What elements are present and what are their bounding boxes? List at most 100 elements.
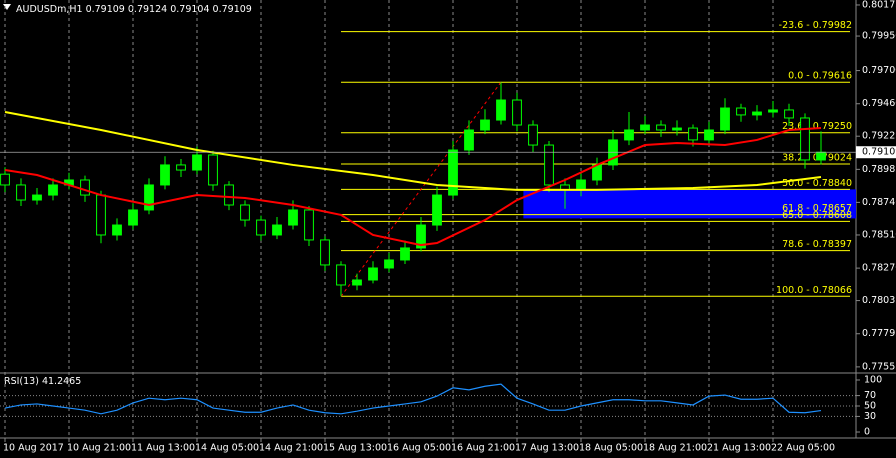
fib-label: 65.0 - 0.78608 <box>782 210 852 221</box>
candle-body <box>768 109 778 113</box>
candle-body <box>384 259 394 269</box>
candle-body <box>656 124 666 131</box>
x-tick-label: 22 Aug 05:00 <box>771 443 835 454</box>
fib-label: 78.6 - 0.78397 <box>782 239 852 250</box>
fib-trendline <box>340 81 502 297</box>
candle-body <box>704 129 714 141</box>
candle-body <box>128 209 138 226</box>
fib-label: 100.0 - 0.78066 <box>776 285 852 296</box>
candle-body <box>112 224 122 236</box>
candle-body <box>304 209 314 241</box>
x-tick-label: 17 Aug 13:00 <box>515 443 579 454</box>
y-tick-label: 100 <box>864 374 882 385</box>
x-tick-label: 21 Aug 13:00 <box>707 443 771 454</box>
x-tick-label: 18 Aug 05:00 <box>579 443 643 454</box>
candle-body <box>480 119 490 131</box>
y-tick-label: 70 <box>864 390 876 401</box>
candle-body <box>736 107 746 116</box>
y-tick-label: 30 <box>864 411 876 422</box>
candle-body <box>336 264 346 286</box>
y-tick-label: 0.77795 <box>862 328 896 339</box>
moving-average <box>4 111 822 191</box>
rsi-current: 41.2465 <box>42 376 81 387</box>
candle-body <box>176 164 186 171</box>
candle-body <box>448 149 458 196</box>
candle-body <box>32 194 42 201</box>
x-tick-label: 10 Aug 2017 <box>3 443 64 454</box>
ohlc-low: 0.79104 <box>170 4 209 15</box>
x-tick-label: 16 Aug 21:00 <box>451 443 515 454</box>
y-tick-label: 0 <box>864 427 870 438</box>
x-tick-label: 10 Aug 21:00 <box>67 443 131 454</box>
candle-body <box>672 127 682 131</box>
ohlc-close: 0.79109 <box>213 4 252 15</box>
candle-body <box>208 154 218 186</box>
candle-body <box>432 194 442 226</box>
candle-body <box>368 267 378 281</box>
candle-body <box>512 99 522 126</box>
fib-label: -23.6 - 0.79982 <box>779 20 852 31</box>
candle-body <box>416 224 426 249</box>
candle-body <box>192 154 202 171</box>
candle-body <box>400 247 410 261</box>
candle-body <box>144 184 154 211</box>
candle-body <box>256 219 266 236</box>
under-layer <box>4 0 774 438</box>
candle-body <box>816 151 826 161</box>
header: AUDUSDm,H1 0.79109 0.79124 0.79104 0.791… <box>16 4 252 15</box>
rsi-line <box>4 383 822 415</box>
y-tick-label: 0.77555 <box>862 361 896 372</box>
ohlc-open: 0.79109 <box>86 4 125 15</box>
fib-label: 0.0 - 0.79616 <box>788 71 852 82</box>
fib-label: 23.6 - 0.79250 <box>782 121 852 132</box>
ohlc-high: 0.79124 <box>128 4 167 15</box>
x-tick-label: 15 Aug 13:00 <box>323 443 387 454</box>
zone <box>523 189 856 219</box>
candle-body <box>80 179 90 196</box>
candle-body <box>640 124 650 131</box>
candle-body <box>352 279 362 286</box>
candle-body <box>528 124 538 146</box>
y-tick-label: 50 <box>864 401 876 412</box>
candle-body <box>96 194 106 236</box>
candle-body <box>576 179 586 191</box>
candle-body <box>544 144 554 186</box>
candle-body <box>720 107 730 131</box>
candle-body <box>48 184 58 196</box>
fib-label: 61.8 - 0.78657 <box>782 203 852 214</box>
fib-label: 50.0 - 0.78840 <box>782 178 852 189</box>
price-tag-label: 0.79109 <box>862 147 896 158</box>
y-tick-label: 0.78985 <box>862 164 896 175</box>
candle-body <box>752 111 762 116</box>
moving-average <box>4 127 822 247</box>
candle-body <box>784 109 794 119</box>
candle-body <box>496 99 506 121</box>
candle-body <box>800 117 810 161</box>
candle-body <box>224 184 234 206</box>
candle-body <box>240 204 250 221</box>
x-tick-label: 16 Aug 05:00 <box>387 443 451 454</box>
candle-body <box>0 173 10 186</box>
candle-body <box>624 129 634 141</box>
symbol-icon <box>3 4 11 10</box>
y-tick-label: 0.78746 <box>862 197 896 208</box>
rsi-header: RSI(13) 41.2465 <box>4 376 81 387</box>
x-tick-label: 14 Aug 21:00 <box>259 443 323 454</box>
y-tick-label: 0.79225 <box>862 131 896 142</box>
candle-body <box>160 164 170 186</box>
candle-body <box>288 209 298 226</box>
x-tick-label: 11 Aug 13:00 <box>131 443 195 454</box>
y-tick-label: 0.80175 <box>862 0 896 10</box>
candle-body <box>320 239 330 266</box>
rsi-title: RSI(13) <box>4 376 39 387</box>
candle-body <box>272 224 282 236</box>
y-tick-label: 0.78035 <box>862 295 896 306</box>
